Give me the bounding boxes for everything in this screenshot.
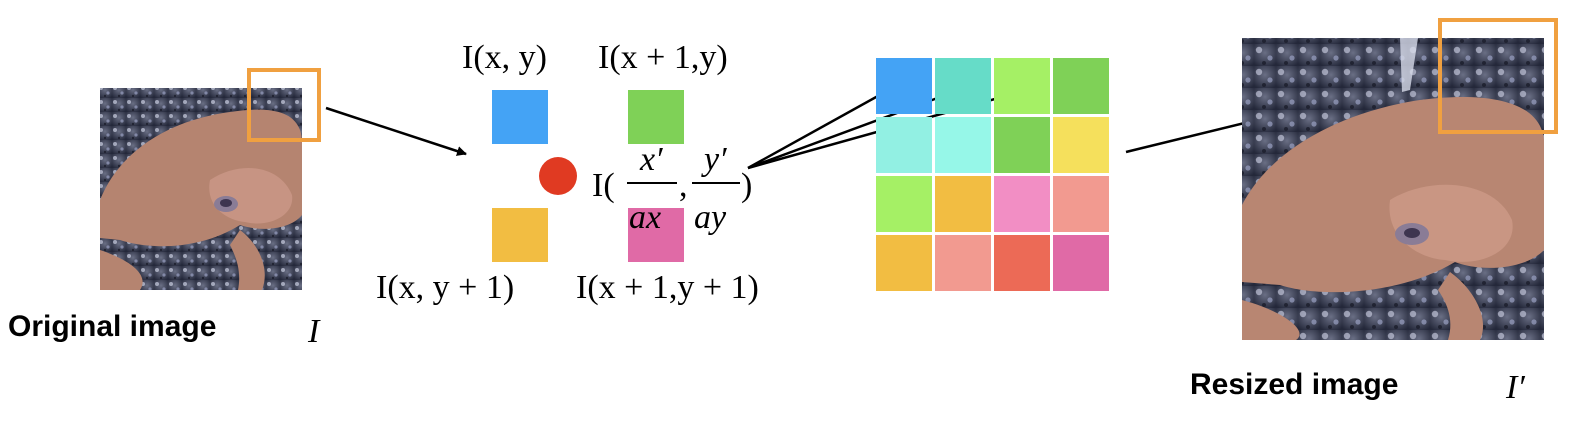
formula-den-x: ax <box>629 199 661 236</box>
original-caption: Original image <box>8 310 216 343</box>
pixel-top-left <box>492 90 548 144</box>
pixel-neighborhood: I(x, y) I(x + 1,y) I(x, y + 1) I(x + 1,y… <box>376 39 759 306</box>
grid-cell-r1-c2 <box>935 58 991 114</box>
formula-suffix: ) <box>741 167 752 204</box>
arrow-to-neighborhood <box>325 106 467 156</box>
arrow-to-grid-cell-1 <box>747 84 897 170</box>
resized-symbol: I′ <box>1505 369 1525 406</box>
pixel-bottom-left <box>492 208 548 262</box>
grid-cell-r3-c1 <box>876 176 932 232</box>
label-top-left: I(x, y) <box>462 39 547 76</box>
grid-cell-r2-c2 <box>935 117 991 173</box>
grid-cell-r3-c4 <box>1053 176 1109 232</box>
label-bottom-left: I(x, y + 1) <box>376 269 514 306</box>
grid-cell-r1-c1 <box>876 58 932 114</box>
grid-cell-r2-c3 <box>994 117 1050 173</box>
grid-cell-r4-c1 <box>876 235 932 291</box>
formula-num-y: y′ <box>701 141 727 178</box>
resized-image <box>1242 18 1558 340</box>
original-symbol: I <box>307 313 321 350</box>
label-bottom-right: I(x + 1,y + 1) <box>576 269 759 306</box>
grid-cell-r2-c1 <box>876 117 932 173</box>
original-image <box>100 68 321 290</box>
grid-cell-r3-c2 <box>935 176 991 232</box>
grid-cell-r1-c4 <box>1053 58 1109 114</box>
grid-cell-r4-c3 <box>994 235 1050 291</box>
formula-den-y: ay <box>694 199 727 236</box>
formula-num-x: x′ <box>639 141 663 178</box>
resized-caption: Resized image <box>1190 368 1398 401</box>
pixel-bottom-right <box>628 208 684 262</box>
output-pixel-grid <box>876 58 1109 291</box>
pixel-top-right <box>628 90 684 144</box>
sample-point <box>539 157 577 195</box>
grid-cell-r2-c4 <box>1053 117 1109 173</box>
grid-cell-r3-c3 <box>994 176 1050 232</box>
grid-cell-r1-c3 <box>994 58 1050 114</box>
grid-cell-r4-c4 <box>1053 235 1109 291</box>
original-highlight-box <box>247 68 321 142</box>
label-top-right: I(x + 1,y) <box>598 39 728 76</box>
formula-prefix: I( <box>592 167 615 204</box>
resized-highlight-box <box>1438 18 1558 134</box>
grid-cell-r4-c2 <box>935 235 991 291</box>
arrow-to-grid-cell-2 <box>747 84 971 170</box>
interpolation-formula: I( x′ ax , y′ ay ) <box>592 141 752 236</box>
formula-comma: , <box>679 167 688 204</box>
